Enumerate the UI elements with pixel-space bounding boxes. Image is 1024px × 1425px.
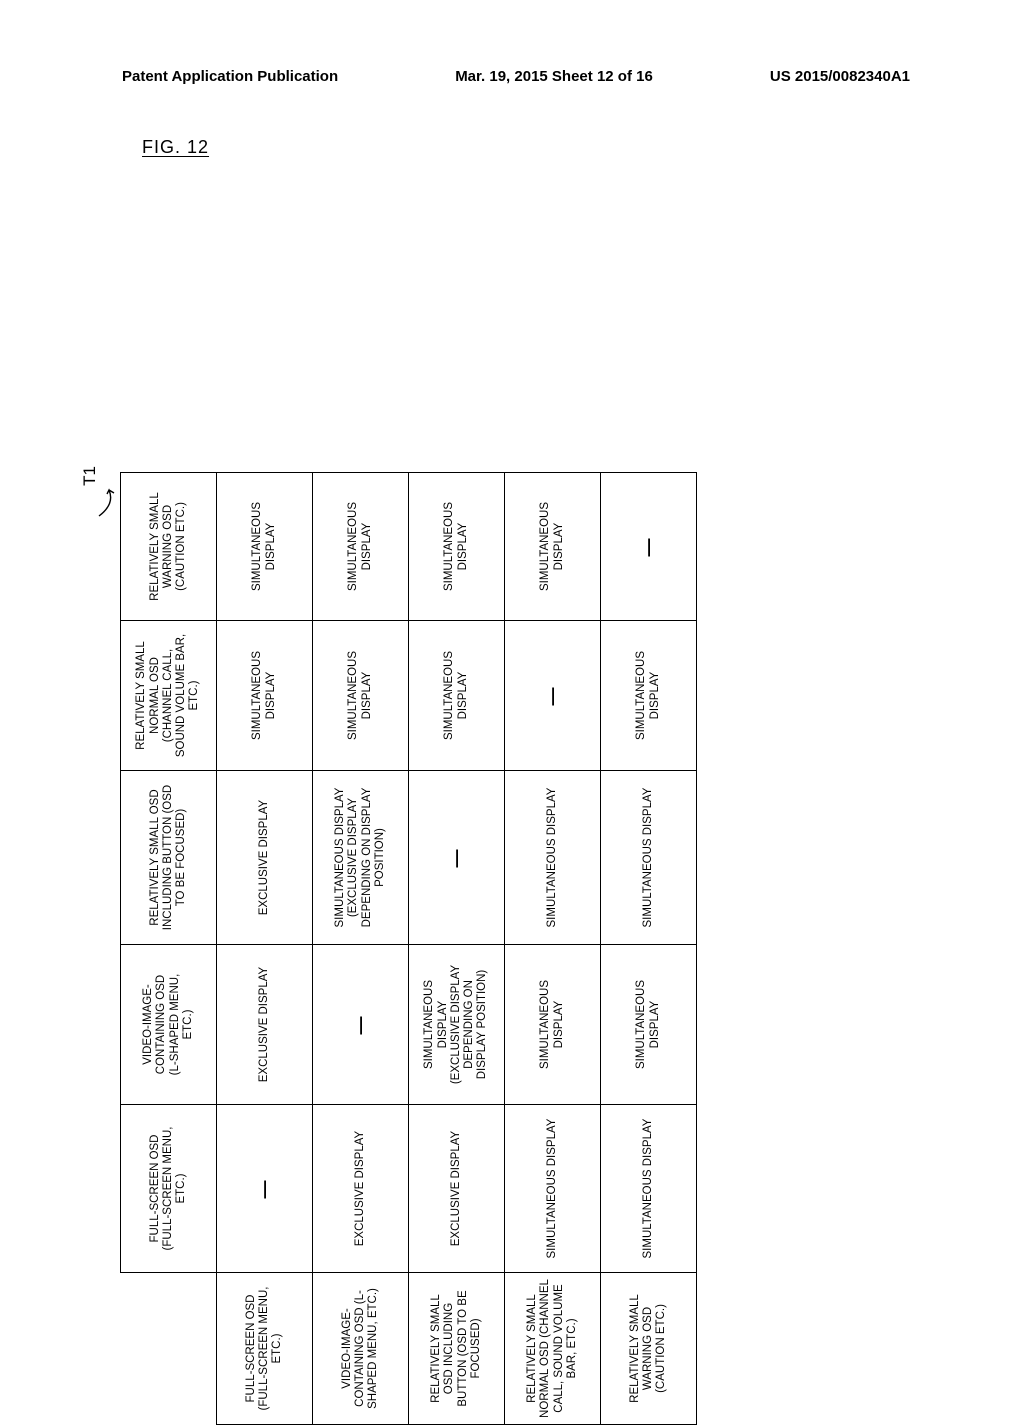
- cell: SIMULTANEOUSDISPLAY(EXCLUSIVE DISPLAYDEP…: [409, 945, 505, 1105]
- cell: SIMULTANEOUS DISPLAY: [505, 1105, 601, 1273]
- corner-cell: [121, 1273, 217, 1425]
- page-header: Patent Application Publication Mar. 19, …: [0, 68, 1024, 85]
- col-header: VIDEO-IMAGE-CONTAINING OSD(L-SHAPED MENU…: [121, 945, 217, 1105]
- table-header-row: FULL-SCREEN OSD(FULL-SCREEN MENU,ETC.) V…: [121, 473, 217, 1425]
- cell: EXCLUSIVE DISPLAY: [409, 1105, 505, 1273]
- row-header: RELATIVELY SMALLOSD INCLUDINGBUTTON (OSD…: [409, 1273, 505, 1425]
- header-right: US 2015/0082340A1: [770, 68, 910, 85]
- cell: EXCLUSIVE DISPLAY: [217, 771, 313, 945]
- col-header: FULL-SCREEN OSD(FULL-SCREEN MENU,ETC.): [121, 1105, 217, 1273]
- cell: —: [313, 945, 409, 1105]
- col-header: RELATIVELY SMALLNORMAL OSD(CHANNEL CALL,…: [121, 621, 217, 771]
- table-row: RELATIVELY SMALLOSD INCLUDINGBUTTON (OSD…: [409, 473, 505, 1425]
- table-row: FULL-SCREEN OSD(FULL-SCREEN MENU,ETC.) —…: [217, 473, 313, 1425]
- row-header: RELATIVELY SMALLNORMAL OSD (CHANNELCALL,…: [505, 1273, 601, 1425]
- cell: SIMULTANEOUSDISPLAY: [313, 473, 409, 621]
- cell: —: [505, 621, 601, 771]
- osd-matrix-table: FULL-SCREEN OSD(FULL-SCREEN MENU,ETC.) V…: [120, 472, 697, 1425]
- cell: SIMULTANEOUSDISPLAY: [601, 945, 697, 1105]
- badge-swoop-icon: [97, 480, 123, 520]
- cell: SIMULTANEOUSDISPLAY: [505, 945, 601, 1105]
- table-row: VIDEO-IMAGE-CONTAINING OSD (L-SHAPED MEN…: [313, 473, 409, 1425]
- col-header: RELATIVELY SMALL OSDINCLUDING BUTTON (OS…: [121, 771, 217, 945]
- cell: SIMULTANEOUS DISPLAY: [601, 1105, 697, 1273]
- cell: SIMULTANEOUSDISPLAY: [409, 473, 505, 621]
- cell: SIMULTANEOUSDISPLAY: [217, 621, 313, 771]
- rotated-table-wrap: T1 FULL-SCREEN OSD(FULL-SCREEN MENU,ETC.…: [120, 472, 697, 1425]
- cell: SIMULTANEOUSDISPLAY: [313, 621, 409, 771]
- cell: EXCLUSIVE DISPLAY: [217, 945, 313, 1105]
- cell: —: [217, 1105, 313, 1273]
- cell: SIMULTANEOUSDISPLAY: [409, 621, 505, 771]
- row-header: FULL-SCREEN OSD(FULL-SCREEN MENU,ETC.): [217, 1273, 313, 1425]
- figure-container: T1 FULL-SCREEN OSD(FULL-SCREEN MENU,ETC.…: [0, 170, 1024, 1270]
- row-header: VIDEO-IMAGE-CONTAINING OSD (L-SHAPED MEN…: [313, 1273, 409, 1425]
- table-row: RELATIVELY SMALLWARNING OSD(CAUTION ETC.…: [601, 473, 697, 1425]
- row-header: RELATIVELY SMALLWARNING OSD(CAUTION ETC.…: [601, 1273, 697, 1425]
- header-left: Patent Application Publication: [122, 68, 338, 85]
- cell: SIMULTANEOUSDISPLAY: [217, 473, 313, 621]
- cell: —: [601, 473, 697, 621]
- cell: —: [409, 771, 505, 945]
- cell: SIMULTANEOUSDISPLAY: [505, 473, 601, 621]
- col-header: RELATIVELY SMALLWARNING OSD(CAUTION ETC.…: [121, 473, 217, 621]
- cell: SIMULTANEOUSDISPLAY: [601, 621, 697, 771]
- cell: SIMULTANEOUS DISPLAY(EXCLUSIVE DISPLAYDE…: [313, 771, 409, 945]
- cell: SIMULTANEOUS DISPLAY: [601, 771, 697, 945]
- cell: EXCLUSIVE DISPLAY: [313, 1105, 409, 1273]
- cell: SIMULTANEOUS DISPLAY: [505, 771, 601, 945]
- header-center: Mar. 19, 2015 Sheet 12 of 16: [455, 68, 653, 85]
- figure-label: FIG. 12: [142, 137, 209, 158]
- table-row: RELATIVELY SMALLNORMAL OSD (CHANNELCALL,…: [505, 473, 601, 1425]
